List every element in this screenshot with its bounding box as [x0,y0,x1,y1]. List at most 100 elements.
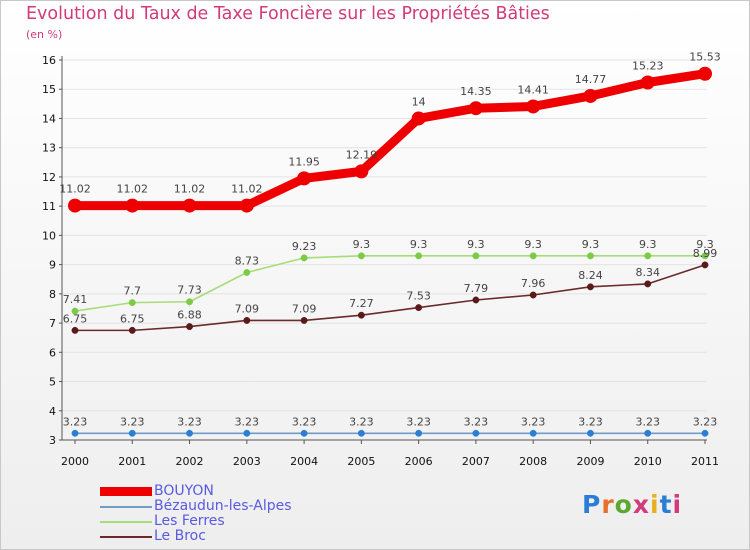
data-label: 11.02 [117,183,149,196]
data-point [239,198,254,213]
series-line [74,264,706,332]
data-point [68,198,82,213]
x-tick-label: 2010 [634,455,662,468]
x-tick-label: 2002 [176,455,204,468]
y-tick-label: 9 [49,259,56,272]
data-label: 3.23 [177,415,202,428]
data-label: 11.95 [288,155,320,168]
x-tick-label: 2001 [118,455,146,468]
data-point [468,101,483,116]
data-point [297,171,312,186]
logo-letter: x [632,490,650,519]
data-label: 7.41 [63,293,88,306]
data-label: 3.23 [406,415,431,428]
legend-item-bezaudun: Bézaudun-les-Alpes [100,499,292,514]
logo-letter: P [582,490,602,519]
data-point [526,99,541,114]
data-point [186,323,193,331]
data-point [128,326,136,334]
legend-swatch-bezaudun [100,505,152,508]
chart-subtitle: (en %) [26,28,63,41]
y-tick-label: 4 [49,405,56,418]
data-label: 14.77 [575,73,607,86]
data-label: 6.88 [177,309,202,322]
data-point [71,429,79,437]
y-tick-label: 12 [42,171,56,184]
data-label: 7.53 [406,290,431,303]
data-point [472,296,480,304]
data-label: 3.23 [349,415,374,428]
legend-item-le-broc: Le Broc [100,529,292,544]
x-tick-label: 2009 [576,455,604,468]
data-label: 14.35 [460,85,492,98]
data-point [243,269,251,276]
data-point [415,304,423,312]
data-point [354,164,369,179]
data-point [472,429,480,437]
chart-title: Evolution du Taux de Taxe Foncière sur l… [26,4,550,24]
legend-item-bouyon: BOUYON [100,484,292,499]
y-tick-label: 8 [49,288,56,301]
x-tick-label: 2000 [61,455,89,468]
data-label: 7.7 [124,285,142,298]
legend-swatch-le-broc [100,535,152,538]
data-point [587,283,594,291]
legend-label-bouyon: BOUYON [154,483,214,499]
data-point [125,198,140,213]
data-point [300,316,308,324]
x-tick-label: 2011 [691,455,719,468]
data-point [587,252,594,260]
legend-label-bezaudun: Bézaudun-les-Alpes [154,498,292,514]
x-tick-label: 2003 [233,455,261,468]
data-point [357,311,365,319]
data-point [357,252,365,260]
data-label: 11.02 [174,183,206,196]
data-label: 8.99 [693,247,718,260]
data-point [186,298,193,306]
logo-letter: o [614,490,633,519]
y-tick-label: 7 [49,317,56,330]
data-point [701,429,709,437]
data-label: 3.23 [120,415,145,428]
y-tick-label: 6 [49,346,56,359]
logo-letter: i [650,490,660,519]
data-label: 9.3 [353,238,371,251]
data-point [357,429,365,437]
logo-letter: t [659,490,673,519]
data-label: 8.24 [578,269,603,282]
data-label: 8.34 [635,266,660,279]
data-label: 3.23 [63,415,88,428]
y-tick-label: 15 [42,83,56,96]
data-label: 3.23 [235,415,260,428]
data-label: 3.23 [578,415,603,428]
data-point [698,66,712,81]
data-label: 3.23 [635,415,660,428]
data-label: 9.3 [582,238,600,251]
legend-item-les-ferres: Les Ferres [100,514,292,529]
data-point [300,254,308,262]
legend-label-le-broc: Le Broc [154,528,206,544]
x-tick-label: 2007 [462,455,490,468]
legend-label-les-ferres: Les Ferres [154,513,225,529]
data-label: 6.75 [63,312,88,325]
data-point [644,280,652,288]
data-label: 9.23 [292,240,317,253]
data-label: 11.02 [59,183,91,196]
data-label: 7.09 [235,302,260,315]
data-point [243,429,251,437]
data-point [644,252,652,260]
data-label: 7.09 [292,302,317,315]
data-point [583,88,598,103]
y-tick-label: 3 [49,434,56,447]
data-point [640,75,655,90]
data-label: 8.73 [235,255,260,268]
y-tick-label: 5 [49,376,56,389]
data-point [128,299,136,307]
legend-swatch-bouyon [100,487,152,496]
proxiti-logo: Proxiti [582,490,682,519]
data-point [529,291,537,299]
data-point [529,252,537,260]
y-tick-label: 16 [42,54,56,67]
legend: BOUYON Bézaudun-les-Alpes Les Ferres Le … [100,484,292,544]
